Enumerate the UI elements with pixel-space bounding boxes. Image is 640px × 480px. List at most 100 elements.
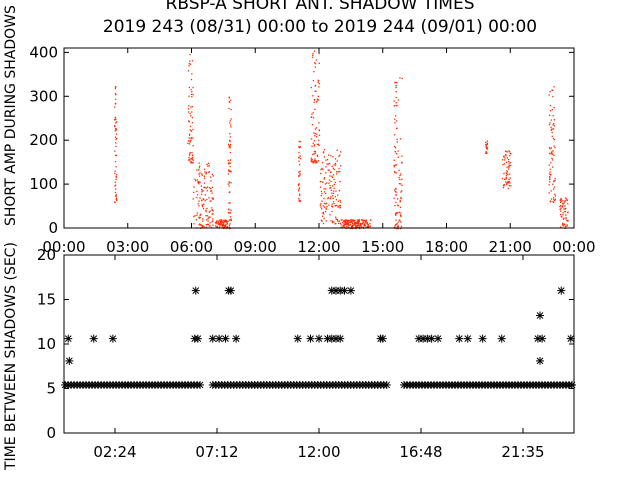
- data-point: [350, 226, 353, 228]
- data-point: [364, 219, 366, 222]
- data-point: [565, 214, 567, 216]
- data-point: [548, 123, 551, 126]
- data-point: [554, 198, 557, 200]
- data-point: [349, 227, 351, 230]
- data-point: [318, 129, 321, 132]
- data-point: [351, 222, 354, 225]
- data-point: [298, 175, 300, 178]
- data-point: [230, 124, 232, 126]
- data-point: [344, 220, 346, 223]
- data-point: [331, 165, 333, 168]
- data-point: [399, 220, 401, 222]
- data-point: [549, 104, 552, 107]
- data-point: [198, 162, 200, 164]
- data-point: [312, 160, 314, 163]
- data-point: [548, 164, 550, 166]
- data-point: [201, 199, 203, 202]
- data-point: [192, 162, 194, 164]
- data-point: [191, 111, 193, 113]
- data-point: [190, 157, 192, 160]
- data-point: [393, 189, 396, 191]
- data-point: [331, 221, 334, 224]
- data-point: [332, 190, 335, 192]
- data-point: [366, 222, 368, 225]
- data-point: [313, 160, 315, 162]
- data-point: [397, 212, 399, 214]
- data-point: [299, 174, 301, 176]
- data-point: [395, 191, 397, 193]
- data-point: [200, 188, 203, 191]
- data-point: [357, 221, 359, 223]
- data-point: [343, 226, 346, 228]
- data-point: [229, 218, 232, 221]
- data-point: [192, 145, 194, 147]
- data-point: [364, 224, 366, 226]
- data-point: [114, 184, 117, 186]
- data-point: [200, 185, 203, 187]
- data-point: [560, 207, 562, 209]
- data-point: [210, 187, 212, 190]
- data-point: [549, 171, 551, 173]
- data-point: [115, 174, 118, 176]
- data-point: [229, 216, 232, 218]
- data-point: [199, 181, 201, 183]
- data-point: [191, 154, 194, 156]
- data-point: [337, 194, 339, 196]
- data-point: [230, 108, 232, 111]
- data-point: [197, 182, 199, 184]
- data-point: [364, 222, 366, 224]
- data-point: [350, 219, 352, 221]
- data-point: [399, 206, 402, 209]
- data-point: [219, 223, 221, 226]
- data-point: [215, 222, 217, 225]
- x-tick-label: 06:00: [170, 238, 213, 256]
- data-point: [228, 96, 230, 98]
- data-point: [297, 183, 300, 186]
- data-point: [338, 220, 340, 222]
- data-point: [228, 107, 230, 110]
- data-point: [192, 137, 194, 139]
- data-point: [393, 145, 396, 148]
- data-point: [354, 221, 356, 224]
- data-point: [561, 224, 564, 226]
- data-point: [217, 223, 219, 225]
- data-point: [230, 126, 232, 128]
- data-point: [551, 157, 553, 159]
- data-point: [562, 225, 564, 227]
- data-point: [559, 199, 561, 202]
- data-point: [549, 178, 551, 181]
- data-point: [551, 153, 553, 155]
- data-point: [229, 227, 231, 230]
- data-point: [399, 174, 401, 177]
- data-point: [506, 151, 508, 153]
- data-point: [219, 225, 221, 227]
- data-point: [114, 103, 117, 105]
- data-point: [566, 224, 568, 226]
- data-point: [563, 217, 565, 219]
- data-point: [325, 220, 327, 222]
- data-point: [188, 134, 191, 136]
- data-point: [357, 219, 359, 222]
- data-point: [211, 221, 213, 223]
- data-point: [215, 225, 217, 227]
- data-point: [192, 128, 194, 131]
- data-point: [329, 197, 332, 200]
- data-point: [210, 200, 212, 202]
- data-point: [346, 223, 349, 225]
- data-point: [393, 164, 395, 167]
- data-point: [229, 223, 231, 225]
- data-point: [310, 86, 312, 89]
- data-point: [314, 161, 316, 164]
- data-point: [357, 222, 359, 225]
- data-point: [310, 157, 313, 159]
- data-point: [344, 222, 346, 224]
- data-point: [226, 286, 235, 295]
- data-point: [334, 158, 337, 160]
- data-point: [206, 186, 209, 188]
- data-point: [508, 150, 510, 152]
- data-point: [115, 199, 118, 202]
- data-point: [190, 162, 192, 164]
- data-point: [568, 380, 576, 389]
- data-point: [226, 220, 228, 223]
- data-point: [334, 223, 336, 225]
